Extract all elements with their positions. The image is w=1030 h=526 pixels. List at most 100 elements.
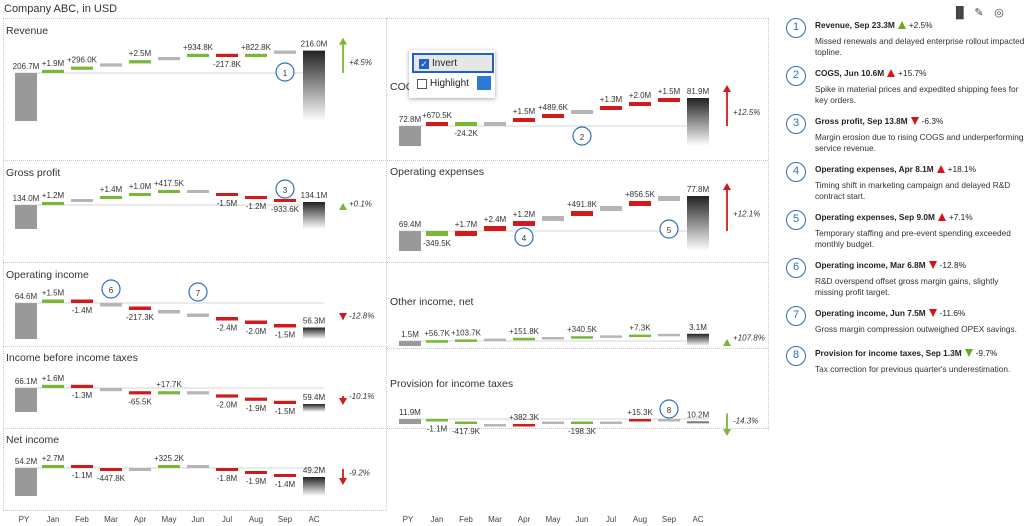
ac-label: 134.1M xyxy=(301,191,328,200)
step-bar xyxy=(245,196,267,199)
step-label: +103.7K xyxy=(451,328,482,337)
delta-arrowhead xyxy=(339,398,347,405)
comment-badge: 7 xyxy=(786,306,806,326)
comment-delta: -9.7% xyxy=(975,348,998,358)
comment-text: Tax correction for previous quarter's un… xyxy=(815,364,1011,374)
delta-arrowhead xyxy=(339,478,347,485)
panel-title: Gross profit xyxy=(6,167,60,179)
pen-icon[interactable]: ✎ xyxy=(974,7,984,19)
step-bar xyxy=(100,196,122,199)
comment-badge: 6 xyxy=(786,258,806,278)
step-bar xyxy=(216,53,238,57)
py-bar xyxy=(15,468,37,496)
highlight-option[interactable]: Highlight xyxy=(412,75,494,95)
py-bar xyxy=(399,126,421,146)
step-bar xyxy=(71,199,93,202)
py-label: 66.1M xyxy=(15,377,38,386)
comment-title: Operating income, Jun 7.5M -11.6% xyxy=(815,308,966,318)
step-bar xyxy=(571,110,593,114)
delta-arrowhead xyxy=(723,429,731,436)
step-label: +151.8K xyxy=(509,327,540,336)
step-bar xyxy=(426,122,448,126)
py-bar xyxy=(15,303,37,339)
step-label: -1.1M xyxy=(72,471,93,480)
comment-badge: 3 xyxy=(786,114,806,134)
step-label: -933.6K xyxy=(271,205,300,214)
step-bar xyxy=(42,202,64,205)
triangle-down-icon xyxy=(928,309,937,317)
highlight-color-swatch[interactable] xyxy=(477,76,491,90)
step-label: +15.3K xyxy=(627,408,653,417)
comment-badge-number: 6 xyxy=(109,286,114,295)
comment-badge xyxy=(659,399,679,419)
panel-title: Operating income xyxy=(6,269,89,281)
step-bar xyxy=(455,339,477,342)
step-bar xyxy=(571,336,593,339)
highlight-checkbox[interactable] xyxy=(417,79,427,89)
step-label: +670.5K xyxy=(422,111,453,120)
invert-option[interactable]: ✓ Invert xyxy=(412,53,494,73)
chart-icon[interactable]: ▐▌ xyxy=(952,7,968,19)
comment-delta: -6.3% xyxy=(921,116,944,126)
invert-checkbox[interactable]: ✓ xyxy=(419,59,429,69)
step-bar xyxy=(426,419,448,422)
step-label: +340.5K xyxy=(567,325,598,334)
step-bar xyxy=(542,216,564,221)
comment-delta: +18.1% xyxy=(947,164,977,174)
comment-text: Spike in material prices and expedited s… xyxy=(815,84,1019,105)
py-label: 64.6M xyxy=(15,292,38,301)
step-label: +1.4M xyxy=(100,185,123,194)
step-bar xyxy=(426,340,448,343)
comment-delta: +15.7% xyxy=(898,68,927,78)
step-label: +1.5M xyxy=(513,107,536,116)
month-label: Mar xyxy=(488,515,502,524)
comment-badge: 8 xyxy=(786,346,806,366)
step-label: +489.6K xyxy=(538,103,569,112)
step-bar xyxy=(571,421,593,424)
month-label: PY xyxy=(19,515,30,524)
step-label: +382.3K xyxy=(509,413,540,422)
step-label: -217.8K xyxy=(213,60,242,69)
step-bar xyxy=(455,122,477,126)
step-bar xyxy=(158,465,180,468)
step-label: +1.6M xyxy=(42,374,65,383)
step-bar xyxy=(129,306,151,310)
comment-text: Margin erosion due to rising COGS and un… xyxy=(815,132,1024,153)
eye-icon[interactable]: ◎ xyxy=(994,7,1004,19)
step-bar xyxy=(484,226,506,231)
step-label: +934.8K xyxy=(183,43,214,52)
step-label: -1.9M xyxy=(246,477,267,486)
step-label: +1.2M xyxy=(42,191,65,200)
month-label: AC xyxy=(308,515,319,524)
py-bar xyxy=(399,419,421,424)
month-label: Sep xyxy=(278,515,293,524)
step-bar xyxy=(71,384,93,388)
step-bar xyxy=(658,333,680,337)
step-bar xyxy=(571,211,593,216)
delta-label: -12.8% xyxy=(349,311,374,320)
month-label: Feb xyxy=(459,515,473,524)
step-label: -217.3K xyxy=(126,313,155,322)
step-label: +296.0K xyxy=(67,56,98,65)
comment-badge: 4 xyxy=(786,162,806,182)
step-label: -198.3K xyxy=(568,427,597,436)
step-bar xyxy=(629,419,651,422)
step-bar xyxy=(100,468,122,471)
invert-label: Invert xyxy=(432,58,458,69)
step-bar xyxy=(274,199,296,202)
waterfall-chart xyxy=(399,399,731,436)
waterfall-chart xyxy=(399,333,731,346)
ac-label: 3.1M xyxy=(689,323,707,332)
comment-badge xyxy=(275,179,295,199)
step-bar xyxy=(129,193,151,196)
delta-arrowhead xyxy=(339,37,347,45)
options-popup: ✓ Invert Highlight xyxy=(409,50,495,98)
comment-text: Gross margin compression outweighed OPEX… xyxy=(815,324,1017,334)
step-bar xyxy=(158,310,180,314)
step-label: -1.4M xyxy=(72,306,93,315)
comment-title: Operating income, Mar 6.8M -12.8% xyxy=(815,260,966,270)
step-label: -2.0M xyxy=(217,401,238,410)
step-bar xyxy=(245,320,267,324)
step-bar xyxy=(129,468,151,471)
step-bar xyxy=(245,397,267,401)
